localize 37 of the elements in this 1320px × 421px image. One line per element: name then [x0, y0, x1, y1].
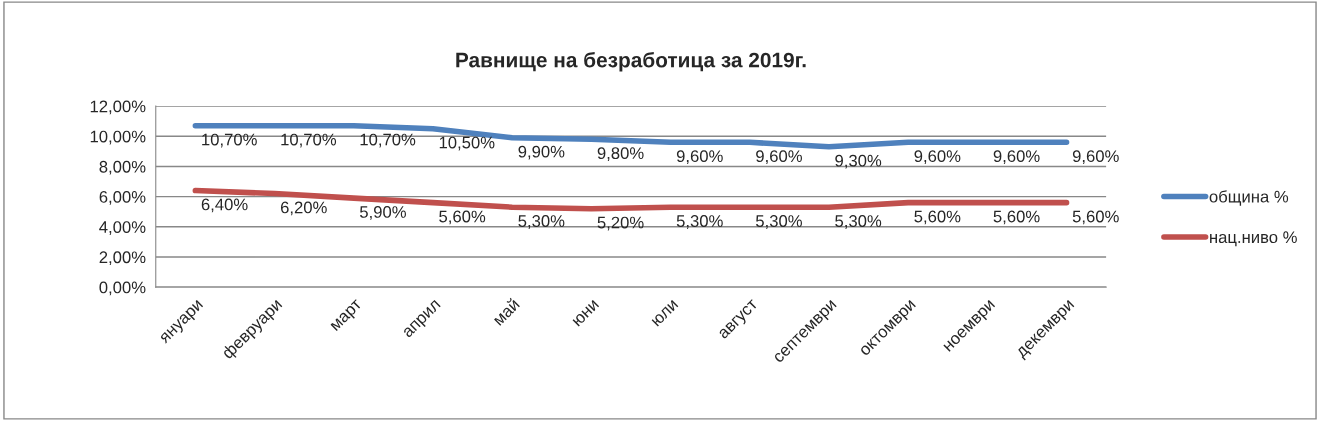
- data-label: 9,60%: [914, 150, 961, 165]
- data-label: 10,70%: [202, 133, 257, 148]
- legend-label: община %: [1209, 190, 1289, 206]
- x-tick-label: юли: [651, 299, 679, 327]
- data-label: 10,70%: [281, 133, 337, 148]
- data-label: 9,60%: [993, 150, 1040, 165]
- y-tick-label: 2,00%: [99, 251, 146, 266]
- y-tick-label: 8,00%: [99, 160, 146, 175]
- y-tick-label: 4,00%: [99, 221, 146, 235]
- y-tick-label: 12,00%: [90, 100, 146, 115]
- data-label: 9,90%: [518, 145, 565, 160]
- data-label: 10,70%: [360, 133, 416, 148]
- data-label: 5,60%: [439, 210, 486, 225]
- data-label: 9,30%: [835, 154, 882, 169]
- data-label: 9,60%: [676, 150, 723, 165]
- x-tick-label: май: [491, 297, 520, 326]
- data-label: 5,60%: [993, 210, 1040, 225]
- y-tick-label: 10,00%: [90, 130, 146, 145]
- data-label: 9,80%: [597, 147, 644, 161]
- data-label: 5,30%: [835, 215, 882, 229]
- data-label: 5,30%: [676, 215, 723, 229]
- data-label: 5,20%: [597, 216, 644, 231]
- legend-label: нац.ниво %: [1210, 231, 1297, 247]
- data-label: 5,90%: [359, 206, 406, 220]
- data-label: 6,40%: [201, 198, 248, 213]
- data-label: 5,60%: [914, 210, 961, 225]
- data-label: 9,60%: [756, 150, 802, 165]
- data-label: 5,30%: [755, 215, 802, 229]
- data-label: 5,60%: [1072, 210, 1119, 225]
- x-tick-label: юни: [572, 299, 600, 327]
- data-label: 5,30%: [518, 215, 565, 229]
- y-tick-label: 0,00%: [99, 281, 146, 296]
- y-tick-label: 6,00%: [99, 191, 146, 205]
- data-label: 10,50%: [439, 136, 495, 151]
- data-label: 6,20%: [280, 201, 327, 216]
- data-label: 9,60%: [1072, 150, 1119, 165]
- chart-title: Равнище на безработица за 2019г.: [456, 51, 806, 72]
